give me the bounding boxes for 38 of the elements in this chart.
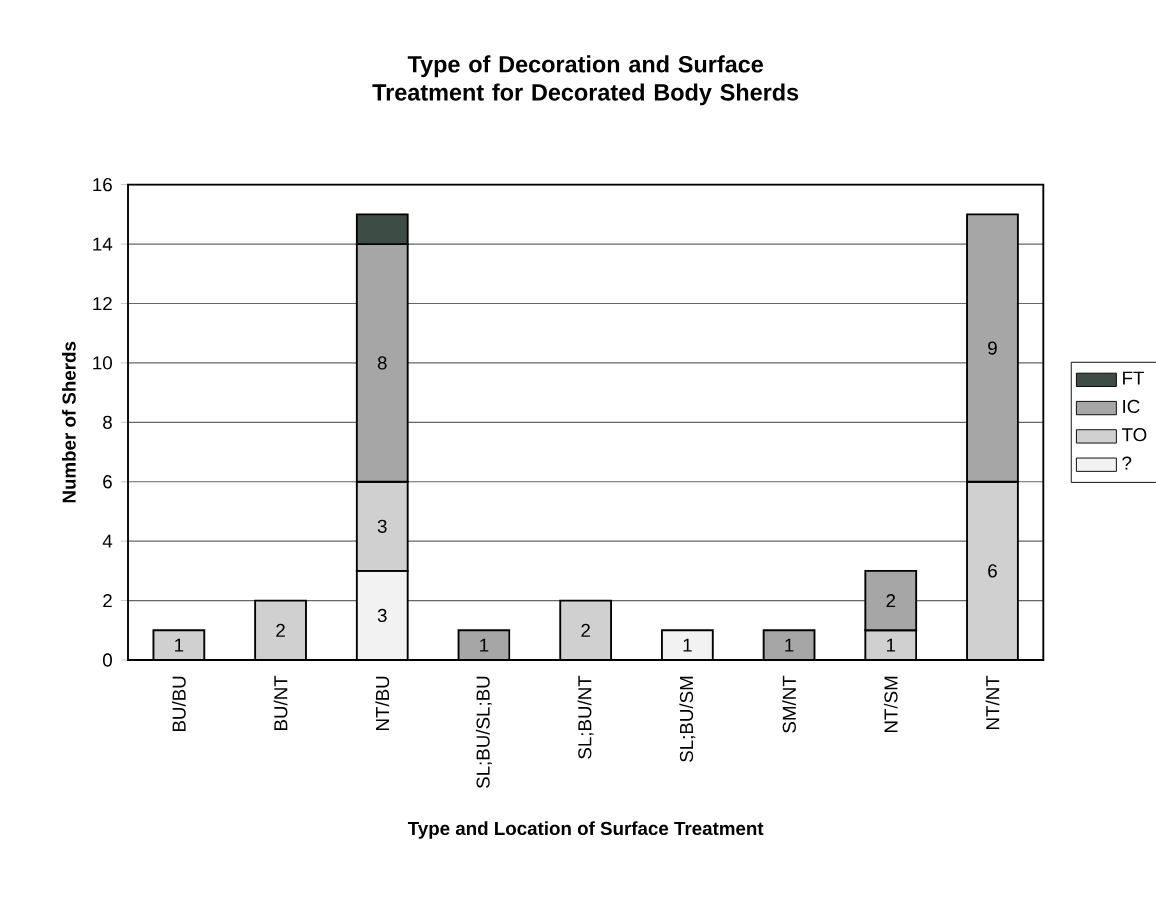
y-tick-label: 12 [93,296,112,311]
legend-label: FT [1123,371,1145,385]
data-label: 6 [988,564,997,578]
data-label: 9 [988,341,997,355]
data-label: 1 [886,638,896,652]
legend-label: TO [1121,428,1147,442]
data-label: 1 [480,638,489,652]
data-label: 2 [886,594,896,608]
x-tick-label: NT/NT [985,675,1000,729]
x-tick-label: NT/BU [375,676,390,730]
data-label: 3 [377,608,387,623]
x-tick-label: SL;BU/SM [679,676,696,762]
y-axis-title: Number of Sherds [61,341,76,503]
y-tick-label: 16 [93,178,112,192]
x-tick-label: NT/SM [883,676,898,733]
x-tick-label: SL;BU/NT [577,675,594,759]
y-tick-label: 2 [103,594,112,608]
legend-label: IC [1123,399,1140,414]
legend-label: ? [1122,456,1132,470]
x-tick-label: BU/BU [171,676,186,732]
x-tick-label: SM/NT [782,675,796,733]
data-label: 1 [785,638,794,652]
x-tick-label: SL;BU/SL;BU [475,676,492,789]
chart-title: Type of Decoration and Surface Treatment for Decorated Body Sherds [372,55,799,106]
data-label: 8 [377,356,387,370]
data-label: 1 [175,638,184,652]
data-label: 2 [276,623,285,637]
y-tick-label: 0 [103,653,112,667]
data-label: 2 [581,623,590,637]
y-tick-label: 14 [93,237,113,251]
y-tick-label: 4 [102,534,113,548]
y-tick-label: 10 [93,356,112,370]
data-label: 1 [683,638,692,652]
x-tick-label: BU/NT [273,675,288,730]
x-axis-title: Type and Location of Surface Treatment [407,821,764,839]
data-label: 3 [377,519,387,533]
y-tick-label: 6 [103,475,112,489]
y-tick-label: 8 [103,415,112,429]
